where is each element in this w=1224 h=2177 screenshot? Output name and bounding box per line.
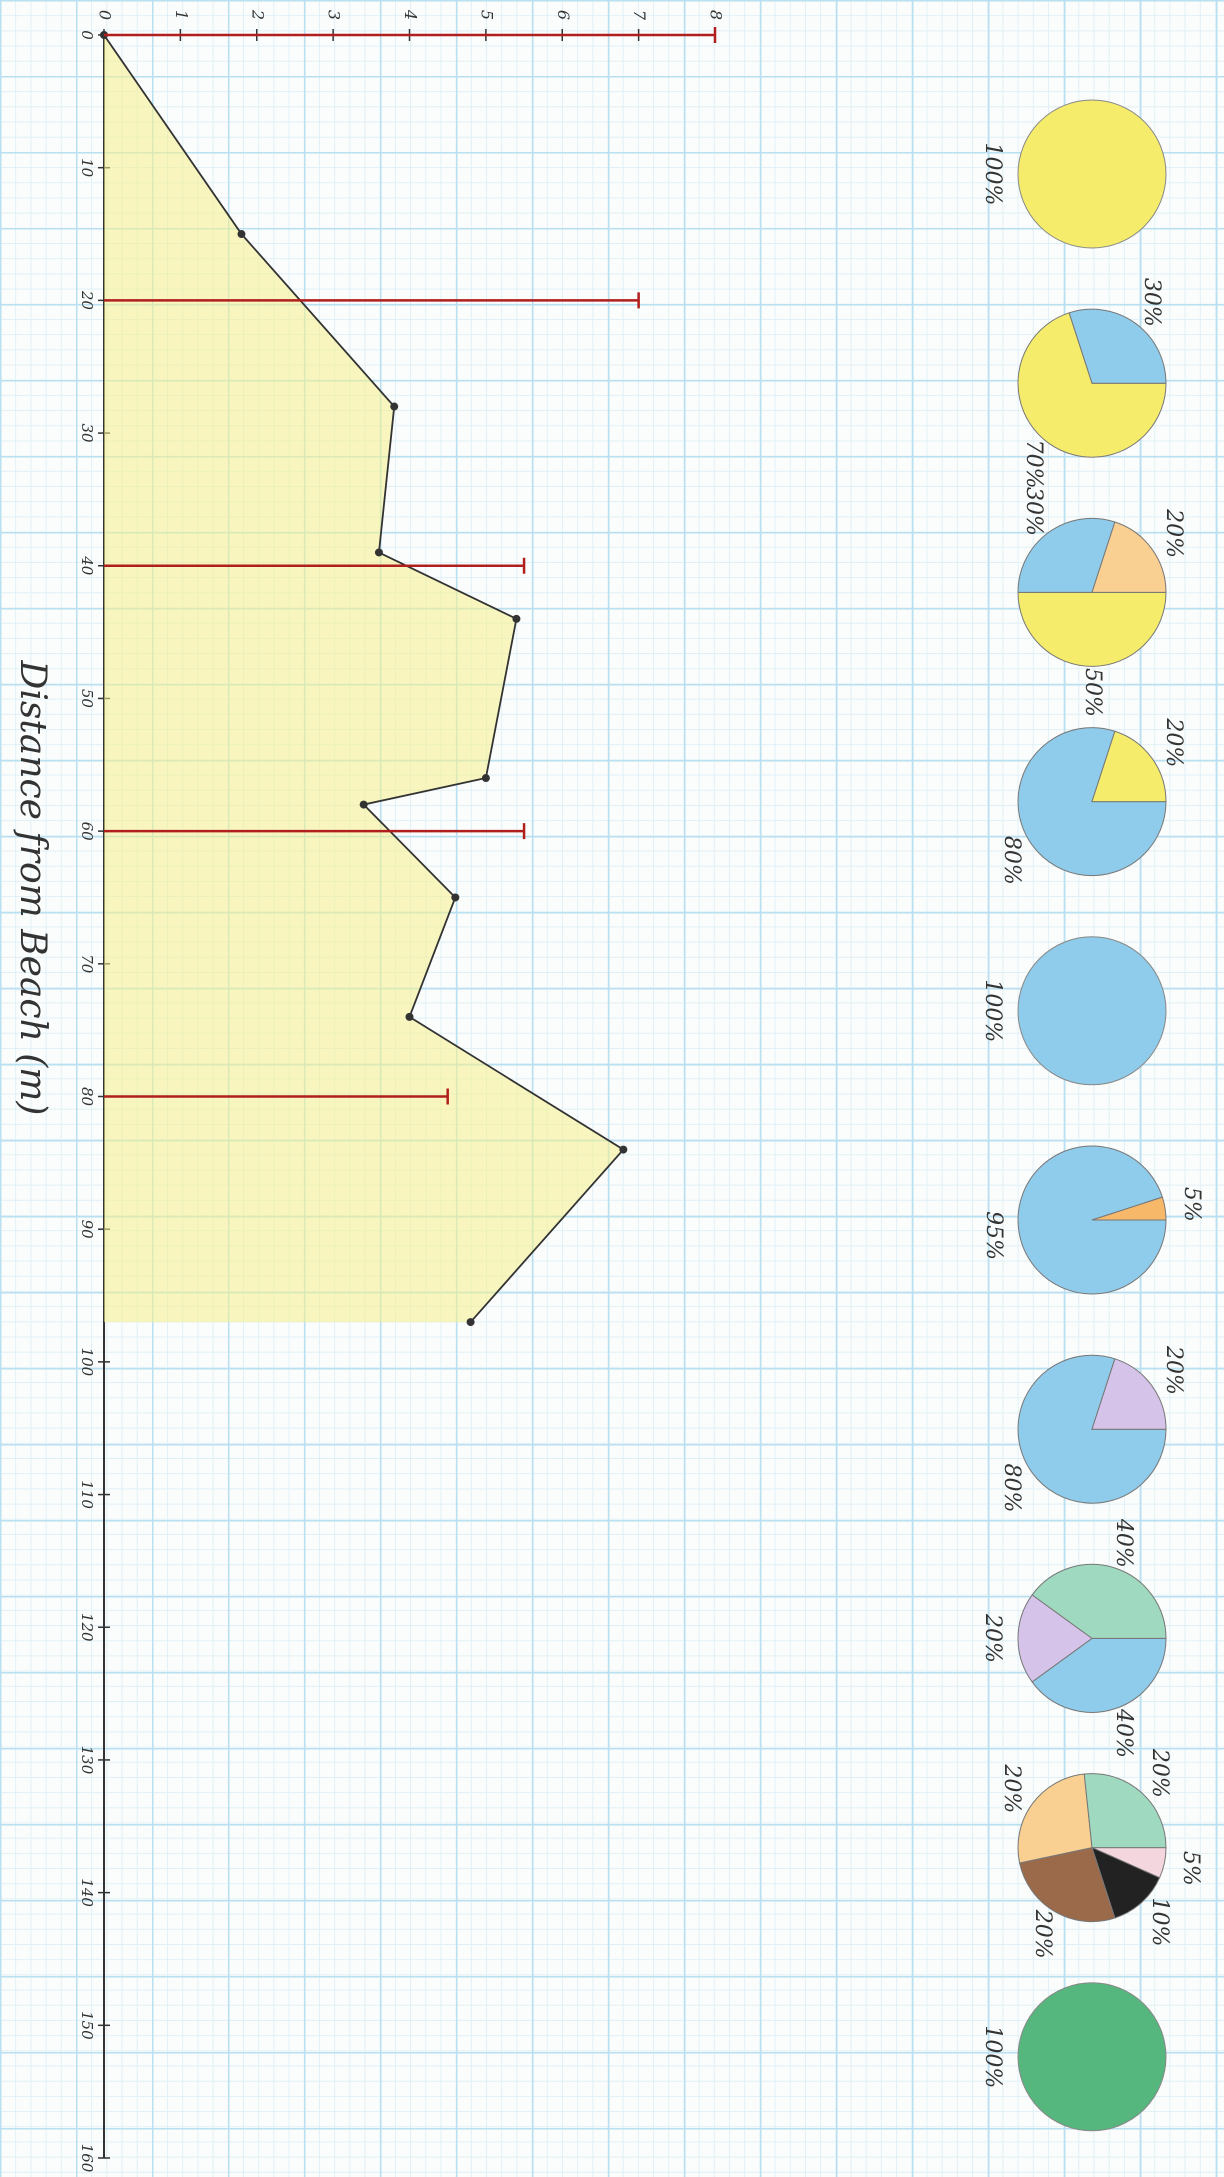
axis-title: Distance from Beach (m) xyxy=(12,660,53,1116)
area xyxy=(104,35,623,1322)
y-tick-label: 7 xyxy=(630,10,649,21)
x-tick-label: 90 xyxy=(78,1220,96,1240)
pie-label: 20% xyxy=(1161,508,1186,558)
y-tick-label: 6 xyxy=(554,10,573,20)
pie-label: 30% xyxy=(1021,487,1046,536)
y-tick-label: 2 xyxy=(248,9,267,20)
pie-label: 100% xyxy=(980,143,1005,206)
y-tick-label: 0 xyxy=(96,10,115,20)
pie-label: 20% xyxy=(1147,1748,1172,1798)
x-tick-label: 50 xyxy=(78,689,96,709)
pie-label: 10% xyxy=(1147,1897,1172,1946)
x-tick-label: 70 xyxy=(78,954,96,974)
x-tick-label: 160 xyxy=(78,2144,96,2173)
pie-label: 100% xyxy=(980,979,1005,1042)
pie-label: 40% xyxy=(1111,1708,1136,1758)
x-tick-label: 130 xyxy=(78,1746,96,1775)
point xyxy=(482,774,490,782)
pie-label: 5% xyxy=(1179,1187,1204,1222)
x-tick-label: 40 xyxy=(78,555,96,576)
x-tick-label: 140 xyxy=(78,1878,96,1907)
point xyxy=(512,615,520,623)
x-tick-label: 20 xyxy=(78,290,96,311)
pie-label: 30% xyxy=(1139,278,1164,327)
x-tick-label: 0 xyxy=(78,30,96,40)
pie-slice xyxy=(1018,937,1166,1085)
pie-slice xyxy=(1018,1983,1166,2131)
pie-label: 40% xyxy=(1111,1518,1136,1568)
chart: Distance from Beach (m) 0102030405060708… xyxy=(0,0,1224,2177)
y-tick-label: 3 xyxy=(325,10,344,20)
point xyxy=(390,403,398,411)
x-tick-label: 60 xyxy=(78,822,96,842)
point xyxy=(619,1146,627,1154)
pie-label: 100% xyxy=(980,2025,1005,2088)
x-tick-label: 10 xyxy=(78,158,96,178)
x-tick-label: 150 xyxy=(78,2011,96,2040)
pie-label: 95% xyxy=(981,1211,1006,1260)
x-tick-label: 30 xyxy=(78,424,96,444)
pie-label: 20% xyxy=(1161,717,1186,767)
point xyxy=(451,893,459,901)
x-tick-label: 110 xyxy=(78,1480,96,1509)
pie-label: 20% xyxy=(1161,1345,1186,1395)
pie-label: 80% xyxy=(999,1464,1024,1513)
pie-label: 20% xyxy=(1030,1909,1055,1959)
point xyxy=(237,230,245,238)
point xyxy=(375,548,383,556)
pie-slice xyxy=(1018,1774,1092,1863)
y-tick-label: 1 xyxy=(172,10,191,20)
x-tick-label: 80 xyxy=(78,1087,96,1107)
y-tick-label: 8 xyxy=(707,10,726,20)
x-tick-label: 100 xyxy=(78,1348,96,1377)
pie-label: 5% xyxy=(1178,1851,1203,1886)
pie-slice xyxy=(1018,100,1166,248)
y-tick-label: 4 xyxy=(401,9,420,20)
point xyxy=(360,801,368,809)
point xyxy=(467,1318,475,1326)
pie-label: 20% xyxy=(999,1763,1024,1813)
pie-label: 80% xyxy=(999,836,1024,885)
x-tick-label: 120 xyxy=(78,1613,96,1642)
pie-label: 20% xyxy=(980,1613,1005,1663)
pie-label: 70% xyxy=(1021,440,1046,489)
page: Distance from Beach (m) 0102030405060708… xyxy=(0,0,1224,2177)
pie-label: 50% xyxy=(1080,668,1105,717)
y-tick-label: 5 xyxy=(477,10,496,20)
point xyxy=(406,1013,414,1021)
pie-slice xyxy=(1018,592,1166,666)
